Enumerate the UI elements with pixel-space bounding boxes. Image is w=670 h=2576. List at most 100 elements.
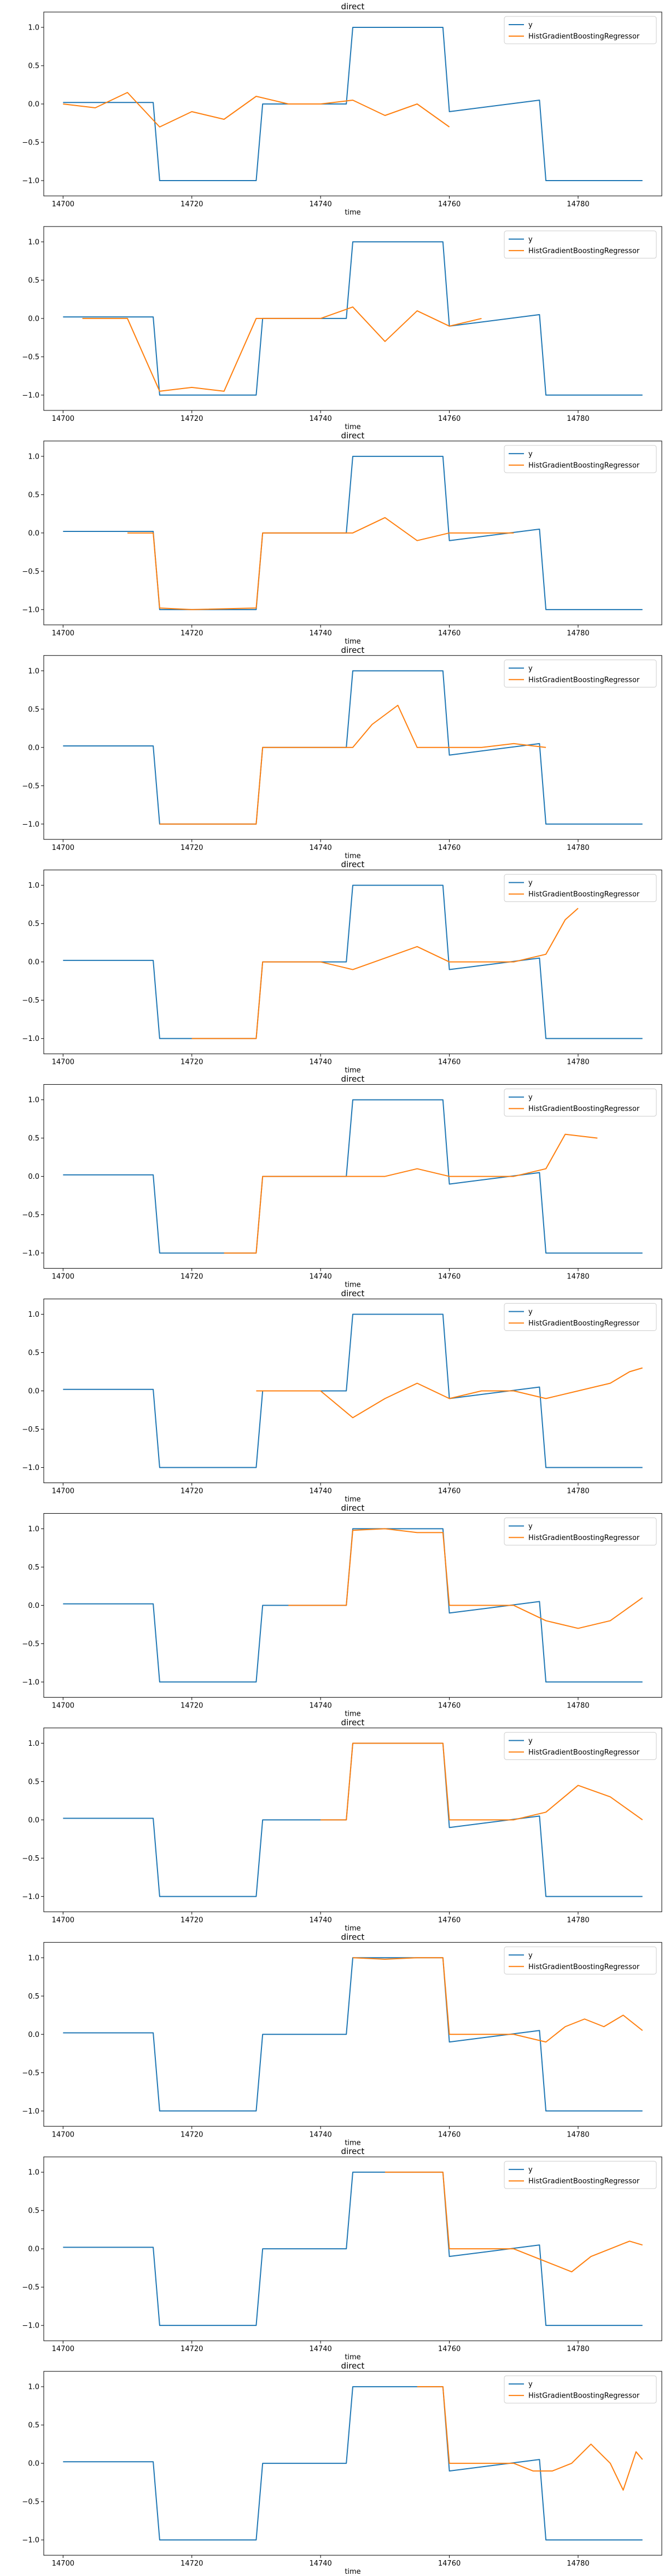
y-tick-label: −0.5 [22, 139, 39, 147]
y-tick-label: 0.5 [28, 1349, 39, 1357]
x-tick-label: 14700 [52, 1058, 74, 1067]
y-tick-label: 0.0 [28, 1387, 39, 1396]
series-line-y [63, 670, 643, 825]
series-line-prediction [417, 2386, 643, 2491]
x-tick-label: 14720 [180, 1916, 203, 1924]
series-line-prediction [191, 907, 579, 1039]
chart-panel-4: direct 14700 14720 14740 14760 14780 −1.0 −0.5 0… [22, 645, 662, 860]
y-tick-label: 0.0 [28, 315, 39, 323]
legend: y HistGradientBoostingRegressor [504, 1089, 657, 1117]
legend-box [504, 1517, 657, 1545]
series-line-y [63, 241, 643, 396]
y-tick-label: 1.0 [28, 24, 39, 32]
legend-entry-prediction: HistGradientBoostingRegressor [528, 1534, 640, 1542]
x-tick-label: 14760 [438, 1916, 461, 1924]
x-tick-label: 14700 [52, 1701, 74, 1710]
legend-entry-y: y [528, 235, 533, 244]
chart-panel-1: direct 14700 14720 14740 14760 14780 −1.0 −0.5 0… [22, 2, 662, 217]
chart-title: direct [341, 645, 365, 655]
y-tick-label: 1.0 [28, 667, 39, 675]
y-tick-label: −1.0 [22, 2537, 39, 2545]
legend-entry-prediction: HistGradientBoostingRegressor [528, 1749, 640, 1757]
series-line-prediction [288, 1528, 643, 1629]
x-tick-label: 14780 [567, 844, 589, 852]
series-line-prediction [321, 1743, 643, 1821]
x-tick-label: 14700 [52, 200, 74, 209]
y-tick-label: −0.5 [22, 568, 39, 576]
y-tick-label: 0.0 [28, 958, 39, 966]
x-tick-label: 14740 [309, 2560, 331, 2568]
series-line-prediction [384, 2172, 643, 2273]
x-tick-label: 14740 [309, 2345, 331, 2353]
legend-entry-y: y [528, 450, 533, 458]
y-tick-label: −0.5 [22, 1855, 39, 1863]
y-tick-label: −0.5 [22, 353, 39, 361]
x-tick-label: 14760 [438, 2131, 461, 2139]
y-tick-label: 0.5 [28, 491, 39, 499]
x-axis-label: time [345, 852, 360, 860]
legend-box [504, 1303, 657, 1331]
x-tick-label: 14780 [567, 1058, 589, 1067]
legend-entry-y: y [528, 2381, 533, 2389]
x-tick-label: 14720 [180, 844, 203, 852]
x-tick-label: 14720 [180, 2131, 203, 2139]
x-tick-label: 14760 [438, 629, 461, 638]
y-tick-label: 1.0 [28, 1740, 39, 1748]
legend: y HistGradientBoostingRegressor [504, 2375, 657, 2404]
x-tick-label: 14760 [438, 1487, 461, 1496]
series-line-prediction [127, 517, 514, 610]
x-tick-label: 14780 [567, 1273, 589, 1281]
x-tick-label: 14760 [438, 1058, 461, 1067]
legend-box [504, 1089, 657, 1117]
y-tick-label: 1.0 [28, 238, 39, 246]
x-axis-label: time [345, 2568, 360, 2574]
chart-title: direct [341, 1717, 365, 1727]
y-tick-label: 1.0 [28, 1096, 39, 1104]
y-tick-label: 0.0 [28, 2460, 39, 2468]
x-tick-label: 14760 [438, 1273, 461, 1281]
x-tick-label: 14700 [52, 844, 74, 852]
y-tick-label: −1.0 [22, 820, 39, 829]
y-tick-label: −0.5 [22, 997, 39, 1005]
x-tick-label: 14780 [567, 629, 589, 638]
y-tick-label: −1.0 [22, 1249, 39, 1258]
legend: y HistGradientBoostingRegressor [504, 874, 657, 902]
x-tick-label: 14780 [567, 1701, 589, 1710]
legend-box [504, 16, 657, 44]
series-line-prediction [82, 306, 482, 392]
series-line-prediction [256, 1367, 643, 1419]
x-axis-label: time [345, 1924, 360, 1932]
y-tick-label: 0.0 [28, 744, 39, 752]
series-line-y [63, 1528, 643, 1683]
chart-title: direct [341, 860, 365, 870]
legend-entry-prediction: HistGradientBoostingRegressor [528, 33, 640, 41]
legend: y HistGradientBoostingRegressor [504, 445, 657, 473]
y-tick-label: 0.0 [28, 1816, 39, 1825]
chart-panel-11: direct 14700 14720 14740 14760 14780 −1.0 −0.5 0… [22, 2146, 662, 2361]
x-tick-label: 14720 [180, 200, 203, 209]
legend-box [504, 230, 657, 259]
chart-title: direct [341, 1074, 365, 1084]
y-tick-label: 0.0 [28, 1173, 39, 1181]
legend-entry-y: y [528, 2166, 533, 2174]
chart-panel-5: direct 14700 14720 14740 14760 14780 −1.0 −0.5 0… [22, 860, 662, 1075]
chart-title: direct [341, 2, 365, 11]
y-tick-label: 0.5 [28, 2422, 39, 2430]
legend-entry-y: y [528, 1737, 533, 1745]
x-axis-label: time [345, 1496, 360, 1504]
x-axis-label: time [345, 2353, 360, 2361]
x-tick-label: 14720 [180, 1701, 203, 1710]
y-tick-label: 0.5 [28, 920, 39, 928]
legend: y HistGradientBoostingRegressor [504, 1517, 657, 1545]
y-tick-label: 0.5 [28, 1564, 39, 1572]
chart-panel-10: direct 14700 14720 14740 14760 14780 −1.0 −0.5 0… [22, 1932, 662, 2147]
x-axis-label: time [345, 1281, 360, 1289]
x-tick-label: 14700 [52, 1916, 74, 1924]
y-tick-label: 0.5 [28, 276, 39, 285]
y-tick-label: −1.0 [22, 606, 39, 614]
series-line-y [63, 1099, 643, 1254]
x-tick-label: 14740 [309, 1916, 331, 1924]
x-tick-label: 14740 [309, 2131, 331, 2139]
y-tick-label: −0.5 [22, 2498, 39, 2506]
